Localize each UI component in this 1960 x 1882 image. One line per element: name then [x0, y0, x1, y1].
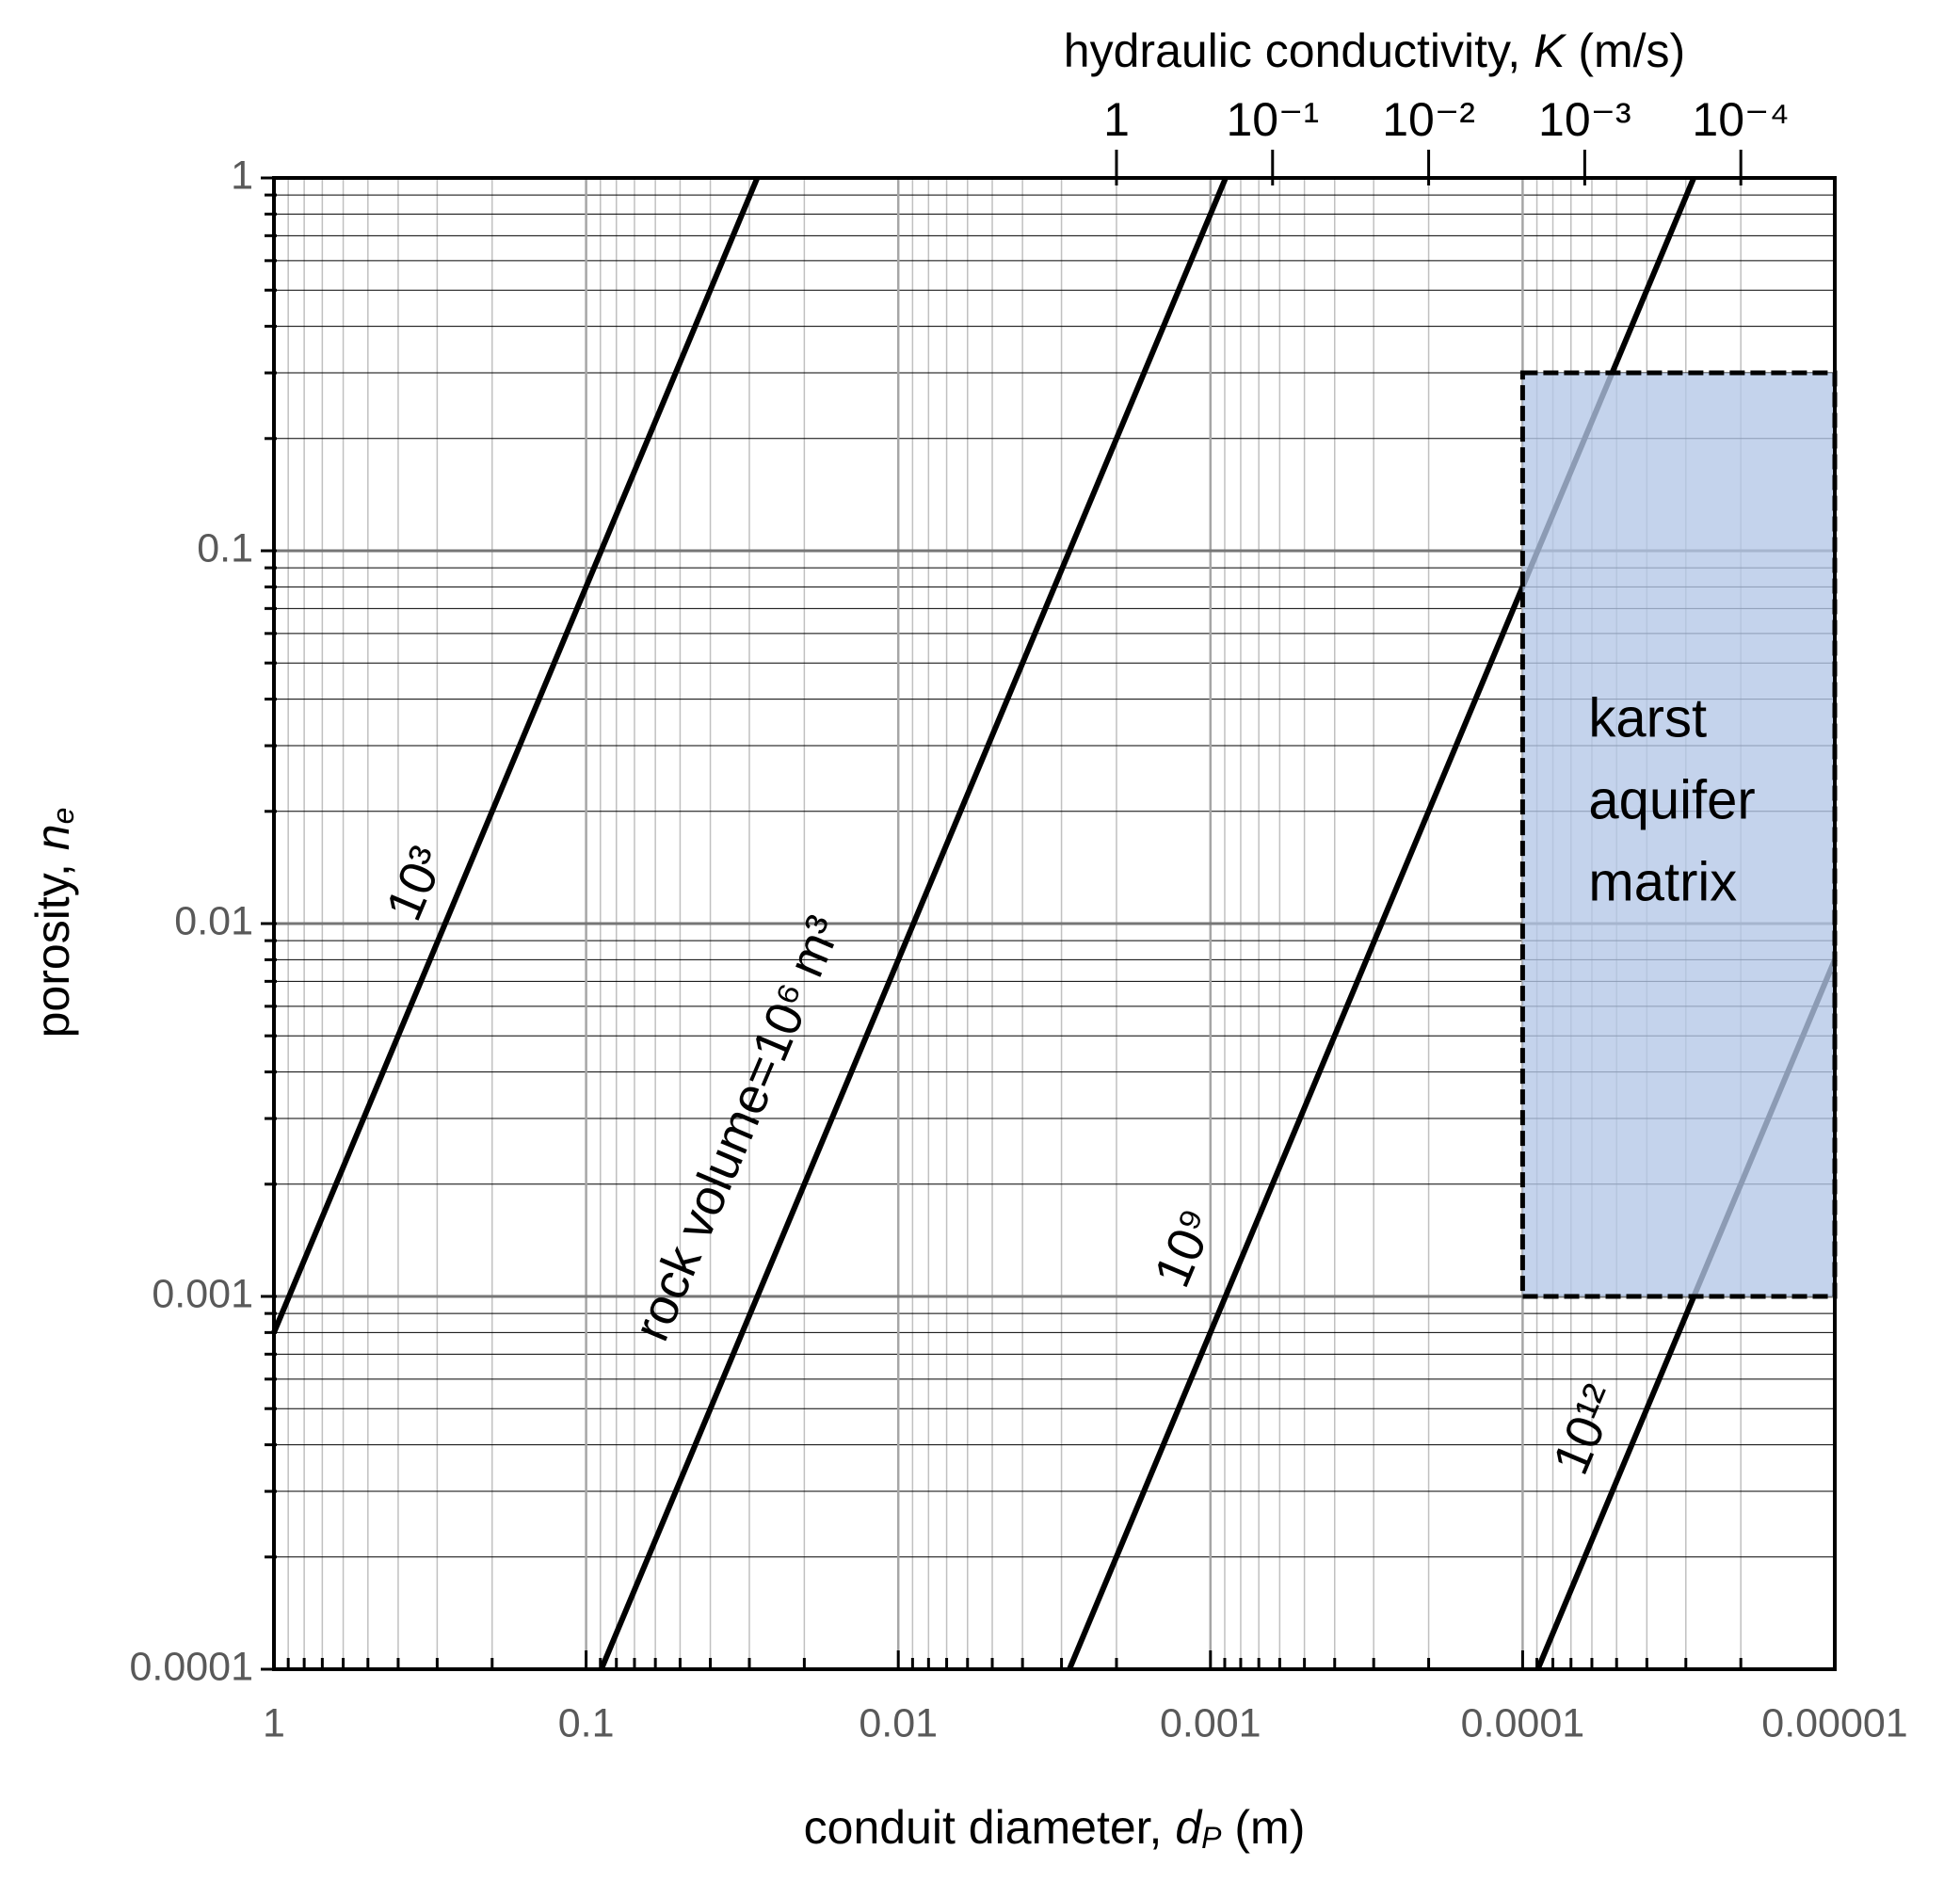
region-label: matrix	[1588, 851, 1737, 912]
y-tick-label: 0.1	[197, 525, 253, 571]
x2-tick-label: 10⁻⁴	[1692, 93, 1790, 146]
x-axis-title: conduit diameter, dP (m)	[804, 1801, 1306, 1855]
series-label: 10⁹	[1144, 1201, 1227, 1295]
y-title-subscript: e	[46, 808, 80, 825]
data-line	[271, 176, 761, 1334]
x2-tick-label: 10⁻¹	[1226, 93, 1319, 146]
series-label: rock volume=10⁶ m³	[623, 909, 853, 1349]
x-tick-label: 1	[263, 1700, 285, 1745]
x2-tick-label: 10⁻³	[1538, 93, 1631, 146]
y-tick-label: 0.0001	[129, 1644, 253, 1689]
x-title-unit: (m)	[1222, 1801, 1306, 1854]
region-box	[1519, 370, 1838, 1299]
x2-title-unit: (m/s)	[1565, 24, 1685, 77]
x2-title-symbol: K	[1534, 24, 1567, 77]
x-tick-label: 0.01	[859, 1700, 938, 1745]
y-axis-title: porosity, ne	[26, 808, 80, 1038]
x-tick-label: 0.001	[1160, 1700, 1261, 1745]
x-tick-label: 0.0001	[1461, 1700, 1585, 1745]
plot-frame	[272, 176, 1837, 1671]
y-title-text: porosity,	[26, 850, 79, 1038]
x2-title-text: hydraulic conductivity,	[1064, 24, 1534, 77]
x-title-text: conduit diameter,	[804, 1801, 1176, 1854]
region-label: aquifer	[1588, 769, 1755, 830]
x-title-subscript: P	[1201, 1821, 1222, 1855]
y-tick-label: 0.001	[152, 1271, 253, 1316]
region-label: karst	[1588, 687, 1707, 748]
x2-axis-title: hydraulic conductivity, K (m/s)	[1064, 24, 1685, 77]
y-title-symbol: n	[26, 824, 79, 850]
x2-tick-label: 10⁻²	[1382, 93, 1475, 146]
y-tick-label: 1	[231, 153, 253, 198]
data-line	[598, 176, 1229, 1671]
x-tick-label: 0.1	[558, 1700, 615, 1745]
y-tick-label: 0.01	[174, 898, 253, 943]
x-tick-label: 0.00001	[1761, 1700, 1907, 1745]
x-title-symbol: d	[1175, 1801, 1203, 1854]
series-label: 10³	[376, 839, 457, 928]
x2-tick-label: 1	[1103, 93, 1130, 146]
